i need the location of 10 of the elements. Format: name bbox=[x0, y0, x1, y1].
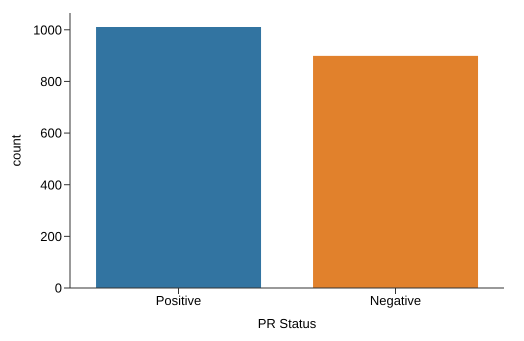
x-tick-label: Positive bbox=[156, 293, 202, 308]
y-tick-label: 0 bbox=[54, 280, 62, 296]
y-tick-label: 800 bbox=[40, 74, 62, 90]
x-axis-title: PR Status bbox=[258, 316, 317, 331]
y-tick-label: 200 bbox=[40, 228, 62, 244]
y-axis-title: count bbox=[8, 134, 24, 166]
y-tick-label: 400 bbox=[40, 177, 62, 192]
x-tick-label: Negative bbox=[370, 293, 422, 308]
y-tick-label: 600 bbox=[40, 126, 62, 141]
y-tick-label: 1000 bbox=[33, 22, 62, 38]
